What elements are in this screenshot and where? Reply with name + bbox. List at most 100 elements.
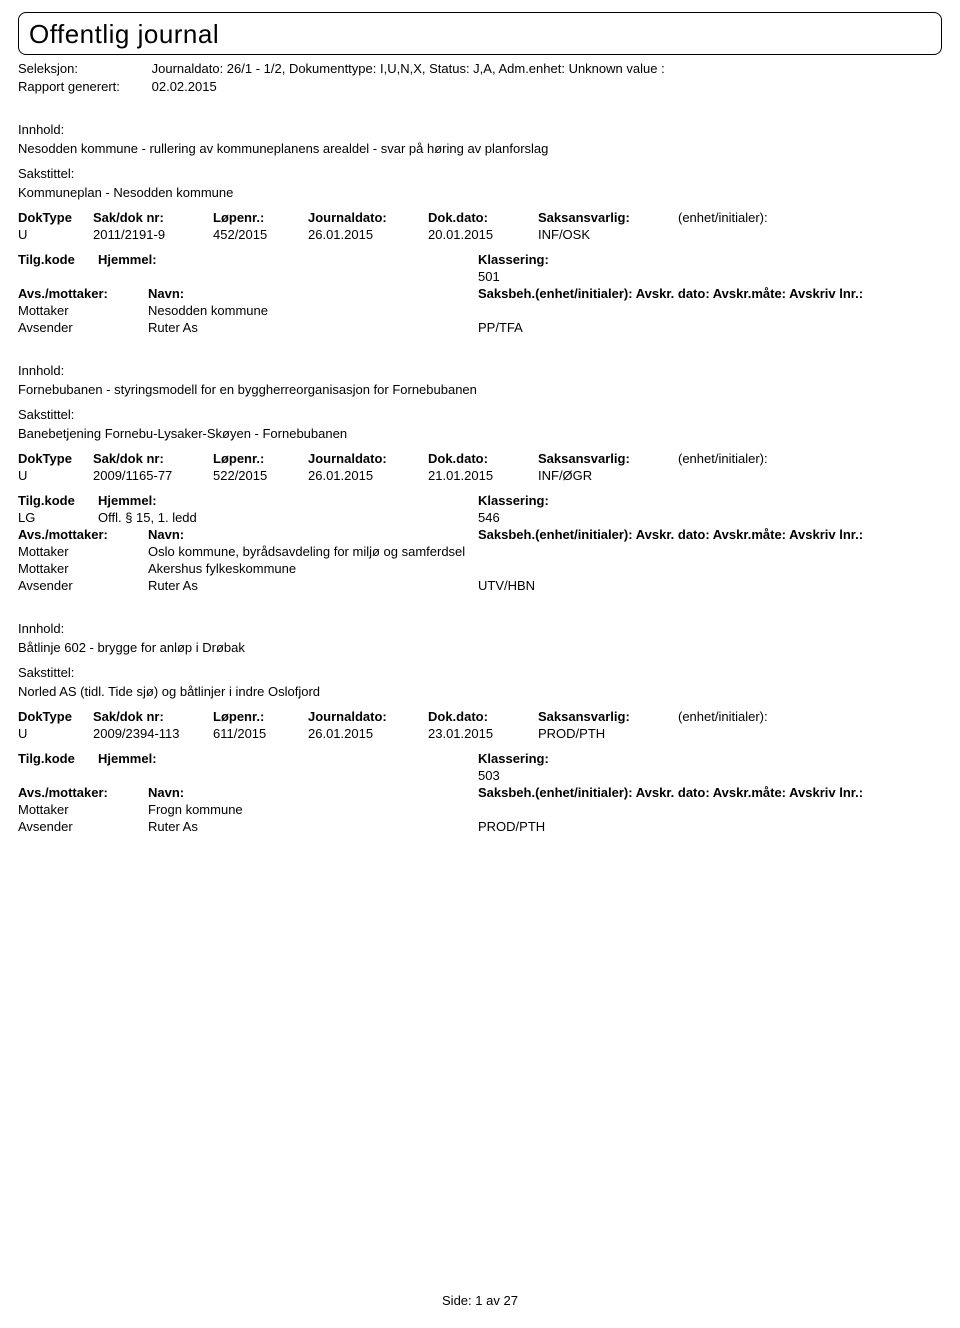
party-row: MottakerNesodden kommune xyxy=(18,303,942,318)
innhold-text: Nesodden kommune - rullering av kommunep… xyxy=(18,141,942,156)
party-name: Ruter As xyxy=(148,819,478,834)
lopenr-value: 452/2015 xyxy=(213,227,308,242)
saksansvarlig-header: Saksansvarlig: xyxy=(538,210,678,225)
saknr-header: Sak/dok nr: xyxy=(93,451,213,466)
saksbeh-header: Saksbeh.(enhet/initialer): Avskr. dato: … xyxy=(478,286,863,301)
seleksjon-label: Seleksjon: xyxy=(18,61,148,76)
saksansvarlig-header: Saksansvarlig: xyxy=(538,709,678,724)
page-number: 1 xyxy=(475,1293,482,1308)
doktype-header: DokType xyxy=(18,709,93,724)
navn-header: Navn: xyxy=(148,785,478,800)
doktype-value: U xyxy=(18,468,93,483)
rapport-line: Rapport generert: 02.02.2015 xyxy=(18,79,942,94)
journaldato-header: Journaldato: xyxy=(308,709,428,724)
lopenr-header: Løpenr.: xyxy=(213,709,308,724)
innhold-label: Innhold: xyxy=(18,621,942,636)
enhet-header: (enhet/initialer): xyxy=(678,709,828,724)
party-code: UTV/HBN xyxy=(478,578,598,593)
party-code xyxy=(478,303,598,318)
page-title: Offentlig journal xyxy=(29,19,931,50)
party-code xyxy=(478,544,598,559)
party-name: Frogn kommune xyxy=(148,802,478,817)
innhold-label: Innhold: xyxy=(18,122,942,137)
saknr-header: Sak/dok nr: xyxy=(93,709,213,724)
journaldato-header: Journaldato: xyxy=(308,210,428,225)
party-role: Mottaker xyxy=(18,544,148,559)
enhet-header: (enhet/initialer): xyxy=(678,451,828,466)
tilgkode-header: Tilg.kode xyxy=(18,493,98,508)
party-name: Ruter As xyxy=(148,578,478,593)
side-label: Side: xyxy=(442,1293,472,1308)
navn-header: Navn: xyxy=(148,286,478,301)
sakstittel-text: Kommuneplan - Nesodden kommune xyxy=(18,185,942,200)
journal-entry: Innhold: Nesodden kommune - rullering av … xyxy=(18,122,942,335)
saknr-value: 2009/1165-77 xyxy=(93,468,213,483)
hjemmel-value xyxy=(98,768,478,783)
sakstittel-label: Sakstittel: xyxy=(18,665,942,680)
sakstittel-label: Sakstittel: xyxy=(18,407,942,422)
klassering-value: 501 xyxy=(478,269,500,284)
klassering-header: Klassering: xyxy=(478,493,549,508)
dokdato-header: Dok.dato: xyxy=(428,451,538,466)
doktype-header: DokType xyxy=(18,451,93,466)
dokdato-value: 21.01.2015 xyxy=(428,468,538,483)
party-role: Avsender xyxy=(18,819,148,834)
page-footer: Side: 1 av 27 xyxy=(0,1293,960,1308)
enhet-value xyxy=(678,227,828,242)
hjemmel-value xyxy=(98,269,478,284)
party-name: Akershus fylkeskommune xyxy=(148,561,478,576)
party-code: PROD/PTH xyxy=(478,819,598,834)
seleksjon-line: Seleksjon: Journaldato: 26/1 - 1/2, Doku… xyxy=(18,61,942,76)
enhet-header: (enhet/initialer): xyxy=(678,210,828,225)
innhold-text: Fornebubanen - styringsmodell for en byg… xyxy=(18,382,942,397)
party-role: Mottaker xyxy=(18,802,148,817)
party-name: Ruter As xyxy=(148,320,478,335)
party-role: Mottaker xyxy=(18,561,148,576)
party-name: Nesodden kommune xyxy=(148,303,478,318)
hjemmel-value: Offl. § 15, 1. ledd xyxy=(98,510,478,525)
enhet-value xyxy=(678,468,828,483)
sakstittel-text: Norled AS (tidl. Tide sjø) og båtlinjer … xyxy=(18,684,942,699)
journaldato-value: 26.01.2015 xyxy=(308,227,428,242)
klassering-header: Klassering: xyxy=(478,252,549,267)
saksbeh-header: Saksbeh.(enhet/initialer): Avskr. dato: … xyxy=(478,785,863,800)
saksansvarlig-value: PROD/PTH xyxy=(538,726,678,741)
enhet-value xyxy=(678,726,828,741)
rapport-value: 02.02.2015 xyxy=(152,79,217,94)
tilgkode-header: Tilg.kode xyxy=(18,252,98,267)
party-role: Avsender xyxy=(18,578,148,593)
party-row: AvsenderRuter AsPROD/PTH xyxy=(18,819,942,834)
party-role: Mottaker xyxy=(18,303,148,318)
party-row: AvsenderRuter AsUTV/HBN xyxy=(18,578,942,593)
sakstittel-label: Sakstittel: xyxy=(18,166,942,181)
saknr-value: 2009/2394-113 xyxy=(93,726,213,741)
party-row: MottakerAkershus fylkeskommune xyxy=(18,561,942,576)
doktype-value: U xyxy=(18,227,93,242)
saksansvarlig-value: INF/ØGR xyxy=(538,468,678,483)
journaldato-value: 26.01.2015 xyxy=(308,726,428,741)
tilgkode-value xyxy=(18,269,98,284)
saksbeh-header: Saksbeh.(enhet/initialer): Avskr. dato: … xyxy=(478,527,863,542)
lopenr-value: 611/2015 xyxy=(213,726,308,741)
journaldato-header: Journaldato: xyxy=(308,451,428,466)
avs-mottaker-header: Avs./mottaker: xyxy=(18,286,148,301)
seleksjon-value: Journaldato: 26/1 - 1/2, Dokumenttype: I… xyxy=(152,61,665,76)
hjemmel-header: Hjemmel: xyxy=(98,493,478,508)
av-label: av xyxy=(486,1293,500,1308)
saknr-value: 2011/2191-9 xyxy=(93,227,213,242)
party-row: MottakerFrogn kommune xyxy=(18,802,942,817)
sakstittel-text: Banebetjening Fornebu-Lysaker-Skøyen - F… xyxy=(18,426,942,441)
party-name: Oslo kommune, byrådsavdeling for miljø o… xyxy=(148,544,478,559)
klassering-value: 546 xyxy=(478,510,500,525)
party-code xyxy=(478,561,598,576)
saksansvarlig-value: INF/OSK xyxy=(538,227,678,242)
lopenr-header: Løpenr.: xyxy=(213,210,308,225)
tilgkode-header: Tilg.kode xyxy=(18,751,98,766)
avs-mottaker-header: Avs./mottaker: xyxy=(18,785,148,800)
party-row: AvsenderRuter AsPP/TFA xyxy=(18,320,942,335)
dokdato-header: Dok.dato: xyxy=(428,210,538,225)
tilgkode-value: LG xyxy=(18,510,98,525)
tilgkode-value xyxy=(18,768,98,783)
klassering-value: 503 xyxy=(478,768,500,783)
total-pages: 27 xyxy=(504,1293,518,1308)
